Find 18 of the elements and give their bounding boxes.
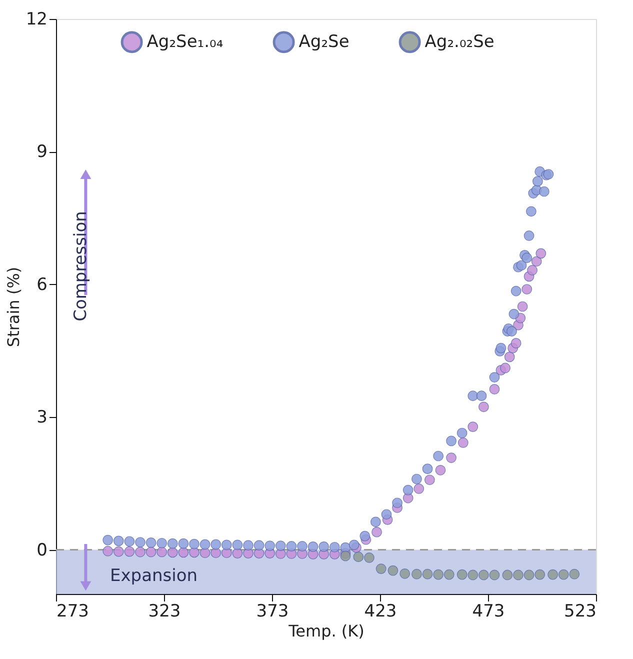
annotation: Compression xyxy=(71,211,91,322)
y-tick-label: 0 xyxy=(36,540,48,560)
y-axis-title: Strain (%) xyxy=(4,266,23,348)
legend-label: Ag₂.₀₂Se xyxy=(424,32,494,52)
x-tick-label: 323 xyxy=(148,602,181,622)
x-tick-label: 373 xyxy=(256,602,289,622)
x-tick-label: 523 xyxy=(564,602,596,622)
y-tick-label: 12 xyxy=(26,10,48,30)
legend-label: Ag₂Se xyxy=(298,32,350,52)
x-tick-label: 473 xyxy=(472,602,505,622)
x-tick-label: 273 xyxy=(56,602,89,622)
x-tick-label: 423 xyxy=(364,602,397,622)
annotation: Expansion xyxy=(110,566,198,586)
y-tick-label: 9 xyxy=(36,142,48,162)
x-axis-title: Temp. (K) xyxy=(288,622,364,640)
legend-label: Ag₂Se₁.₀₄ xyxy=(146,32,224,52)
y-tick-label: 3 xyxy=(36,408,48,428)
y-tick-label: 6 xyxy=(36,274,48,295)
